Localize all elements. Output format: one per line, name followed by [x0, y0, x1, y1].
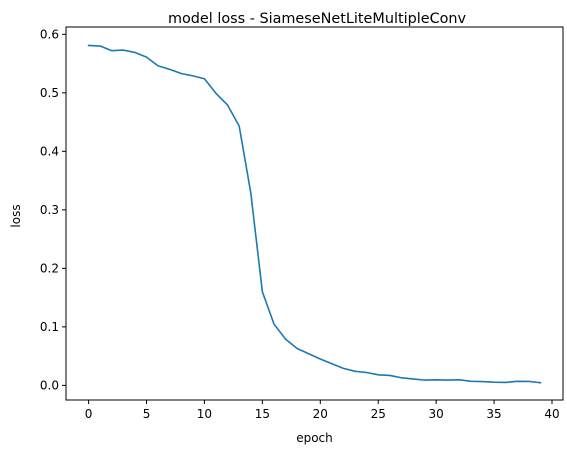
x-tick-label: 30 [429, 407, 444, 421]
x-tick-label: 40 [544, 407, 559, 421]
x-tick-label: 20 [313, 407, 328, 421]
x-tick-label: 0 [85, 407, 93, 421]
y-tick-label: 0.0 [40, 379, 59, 393]
x-axis-ticks: 0 5 10 15 20 25 30 35 40 [85, 400, 560, 421]
loss-series-line [87, 44, 542, 384]
x-tick-label: 10 [197, 407, 212, 421]
x-tick-label: 25 [371, 407, 386, 421]
y-tick-label: 0.6 [40, 28, 59, 42]
y-axis-ticks: 0.0 0.1 0.2 0.3 0.4 0.5 0.6 [40, 28, 66, 393]
x-axis-label: epoch [296, 431, 333, 445]
y-tick-label: 0.5 [40, 86, 59, 100]
x-tick-label: 5 [143, 407, 151, 421]
y-axis-label: loss [9, 204, 23, 227]
y-tick-label: 0.2 [40, 262, 59, 276]
chart-title: model loss - SiameseNetLiteMultipleConv [168, 11, 467, 27]
y-tick-label: 0.4 [40, 145, 59, 159]
plot-lines [87, 44, 542, 384]
x-tick-label: 15 [255, 407, 270, 421]
y-tick-label: 0.3 [40, 203, 59, 217]
plot-frame [65, 26, 564, 401]
y-tick-label: 0.1 [40, 320, 59, 334]
x-tick-label: 35 [486, 407, 501, 421]
